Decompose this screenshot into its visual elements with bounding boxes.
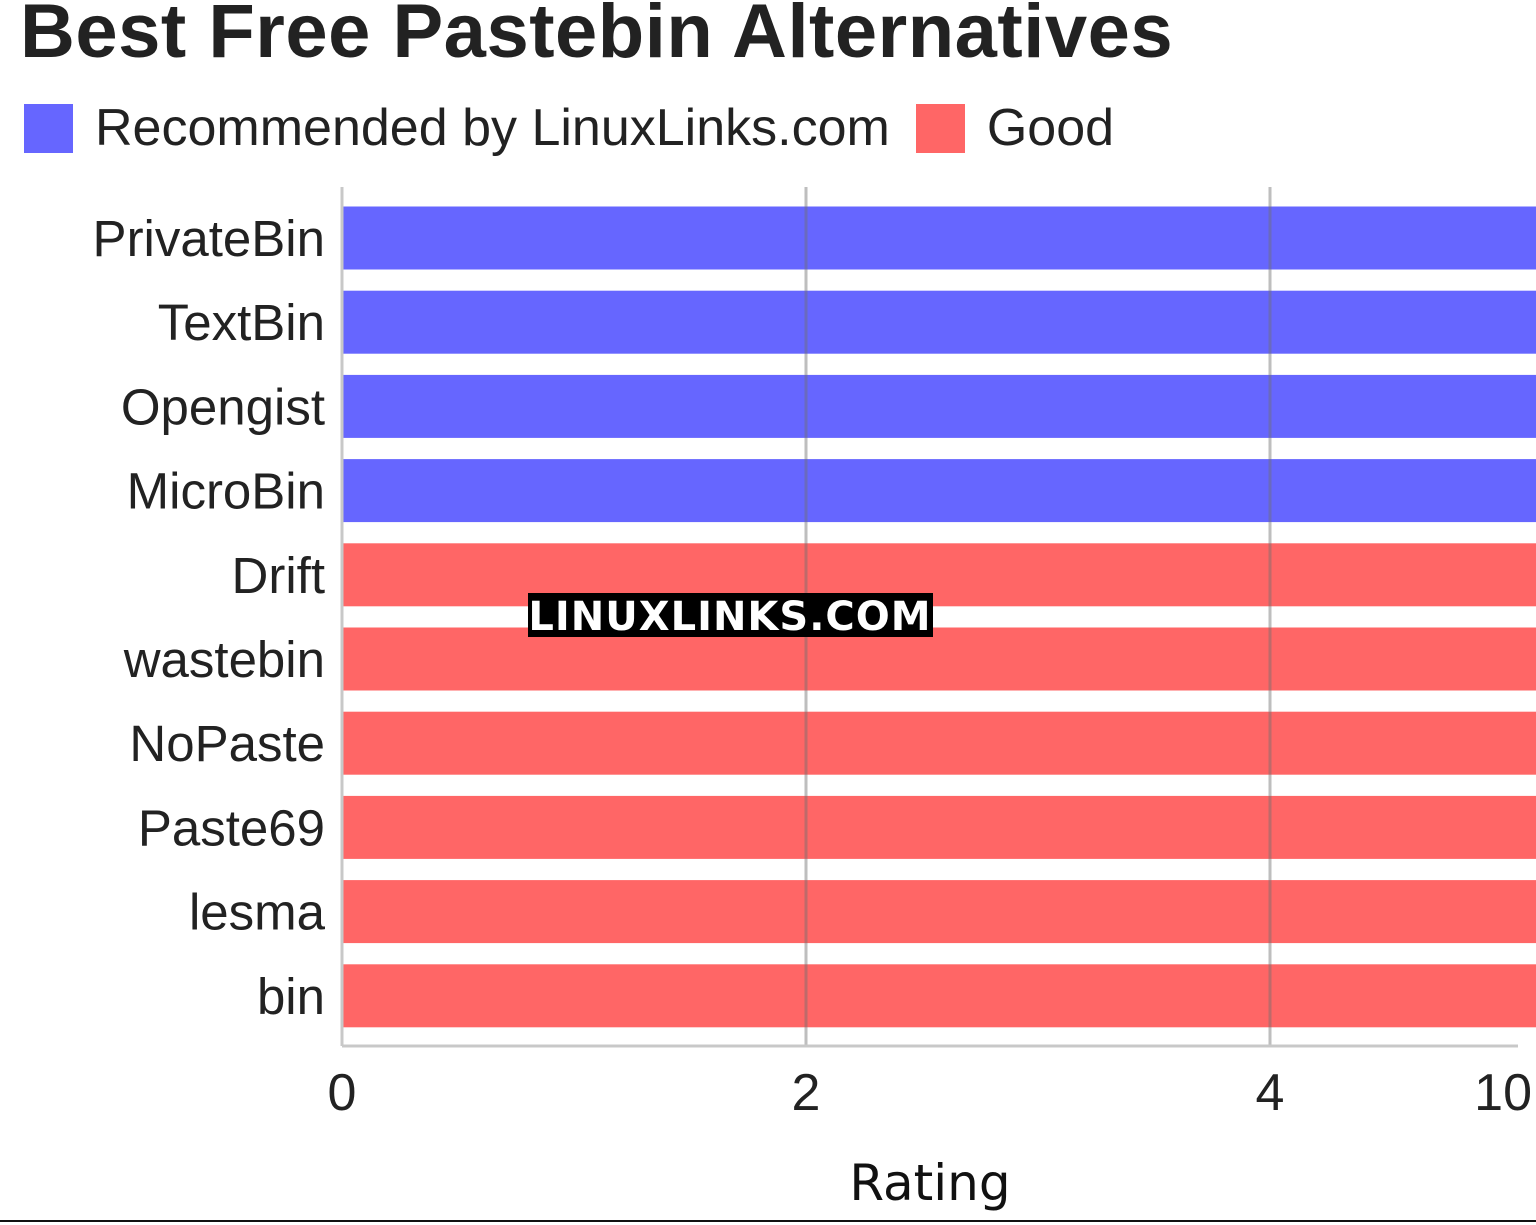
legend-swatch-good <box>915 103 965 153</box>
bottom-border <box>0 1220 1536 1222</box>
bar-opengist <box>342 374 1536 438</box>
bar-microbin <box>342 459 1536 523</box>
category-label-wastebin: wastebin <box>123 631 325 688</box>
category-label-opengist: Opengist <box>121 378 325 435</box>
legend: Recommended by LinuxLinks.com Good <box>24 98 1140 158</box>
chart-title: Best Free Pastebin Alternatives <box>20 0 1174 74</box>
legend-item-recommended: Recommended by LinuxLinks.com <box>24 98 890 158</box>
category-label-textbin: TextBin <box>158 294 325 351</box>
bar-lesma <box>342 880 1536 944</box>
x-tick-label-0: 0 <box>328 1064 357 1122</box>
bar-textbin <box>342 290 1536 354</box>
category-label-privatebin: PrivateBin <box>93 210 325 267</box>
bar-privatebin <box>342 206 1536 270</box>
bar-drift <box>342 543 1536 607</box>
watermark-logo: LINUXLINKS.COM <box>528 594 931 640</box>
bar-nopaste <box>342 711 1536 775</box>
category-label-lesma: lesma <box>189 884 326 941</box>
bar-paste69 <box>342 795 1536 859</box>
legend-item-good: Good <box>915 98 1115 158</box>
category-label-bin: bin <box>257 968 325 1025</box>
x-tick-label-10: 10 <box>1474 1064 1532 1122</box>
legend-label-recommended: Recommended by LinuxLinks.com <box>95 99 890 157</box>
legend-swatch-recommended <box>24 103 73 153</box>
category-label-microbin: MicroBin <box>127 463 325 520</box>
watermark-background <box>528 593 933 637</box>
bar-wastebin <box>342 627 1536 691</box>
bar-bin <box>342 964 1536 1028</box>
category-label-nopaste: NoPaste <box>129 715 325 772</box>
category-label-drift: Drift <box>232 547 325 604</box>
legend-label-good: Good <box>986 99 1115 157</box>
x-tick-label-4: 4 <box>1256 1064 1285 1122</box>
category-label-paste69: Paste69 <box>138 799 325 856</box>
x-tick-label-2: 2 <box>792 1064 821 1122</box>
x-axis-title: Rating <box>849 1154 1010 1212</box>
